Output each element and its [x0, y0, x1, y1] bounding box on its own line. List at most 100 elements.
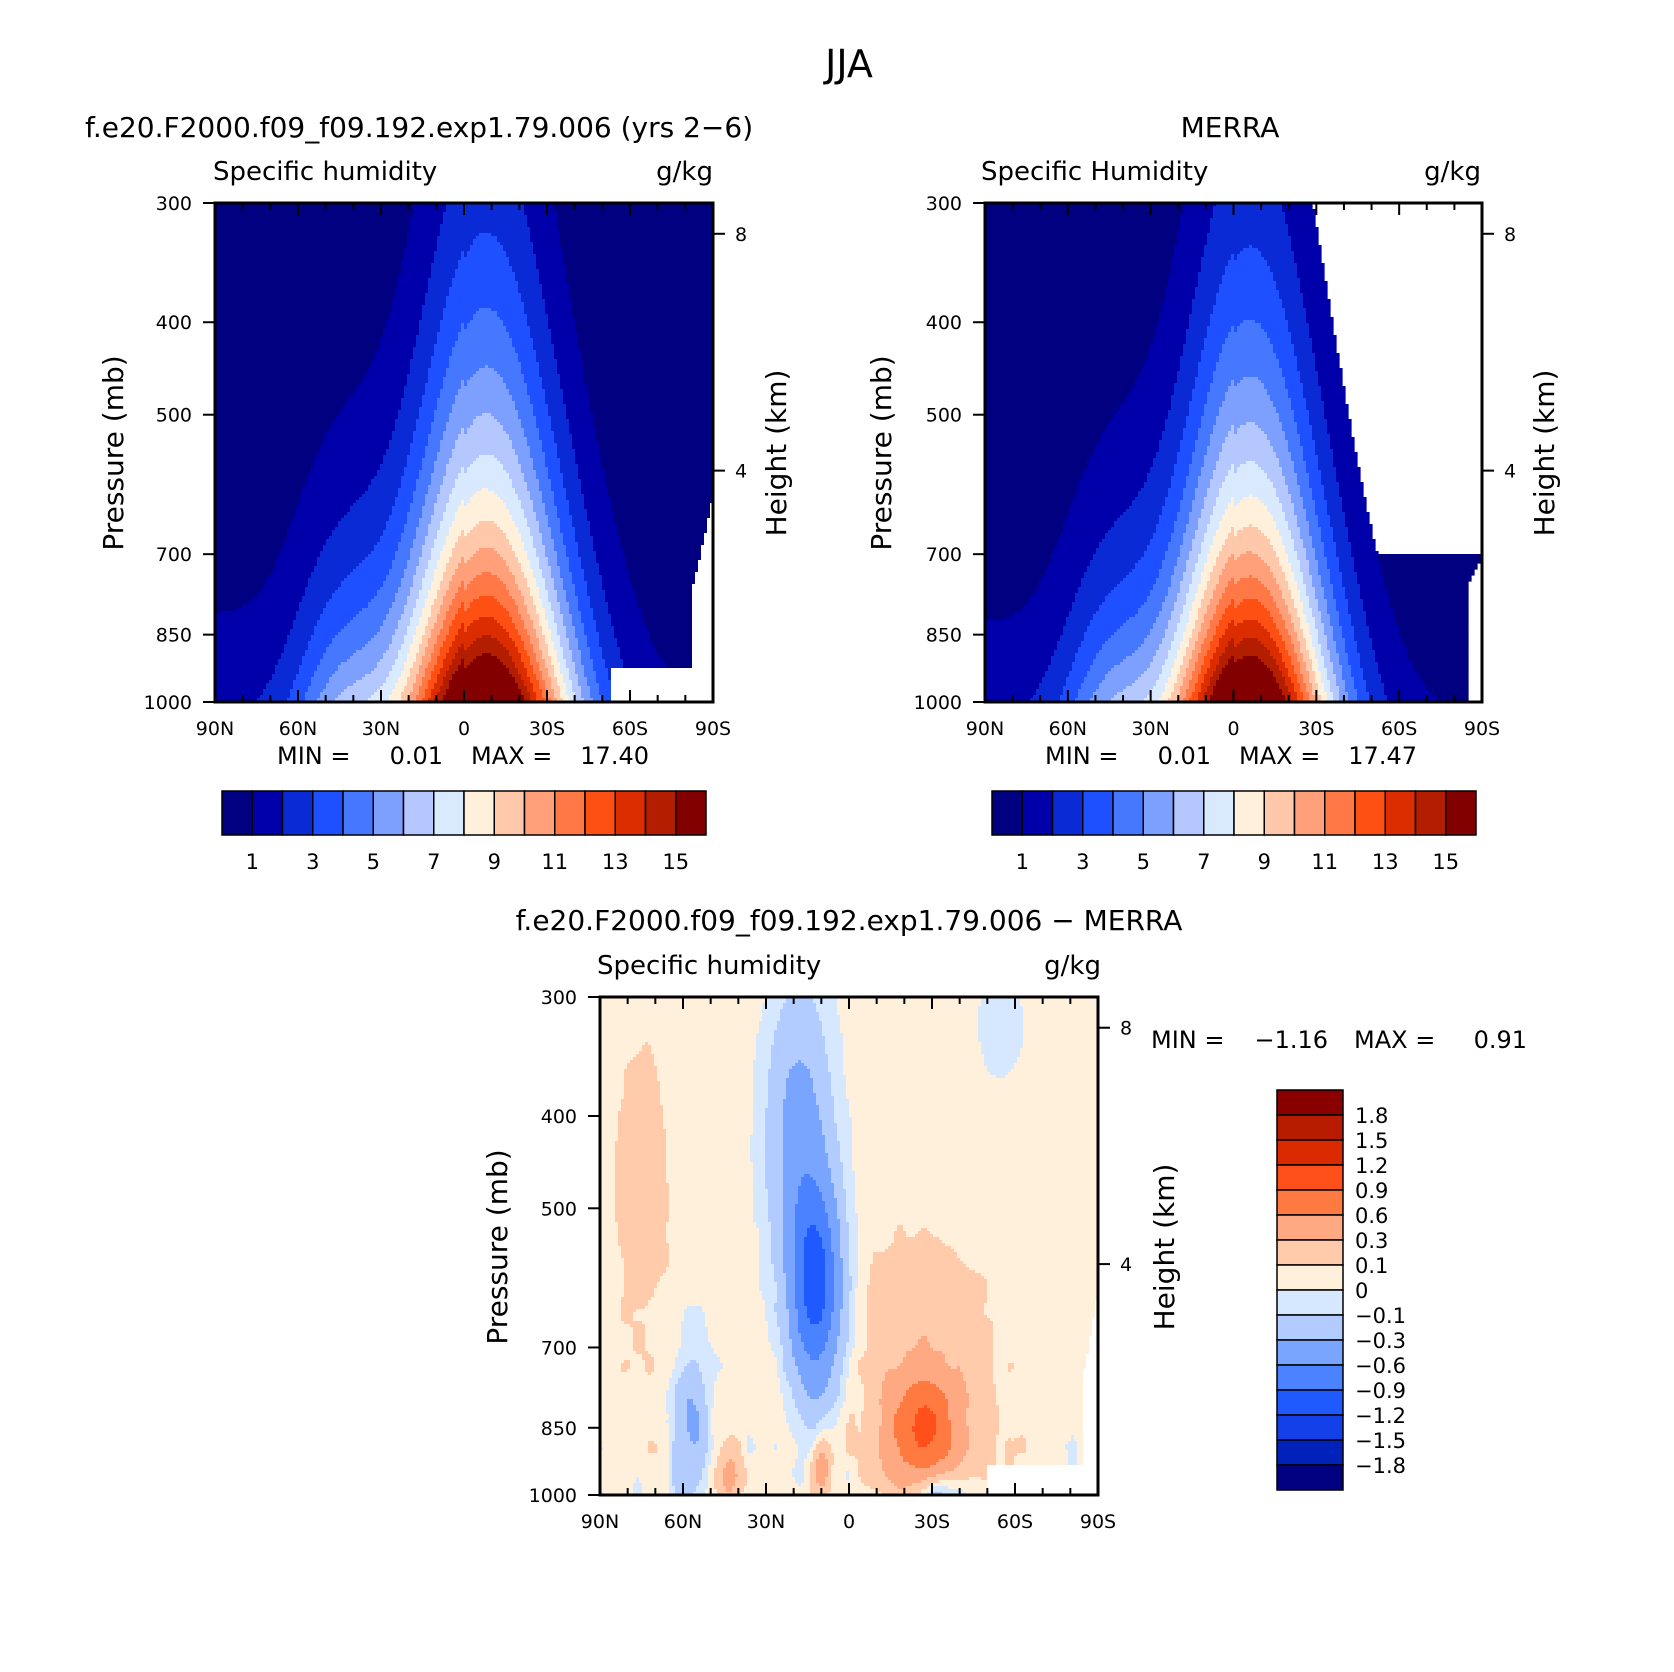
- panel-model-colorbar-swatch: [221, 790, 253, 836]
- panel-difference-contour-fill: [600, 997, 1098, 1495]
- panel-model-ylabel: Pressure (mb): [97, 355, 130, 550]
- panel-merra-ytick-label: 1000: [914, 692, 962, 714]
- panel-difference-colorbar-label: −0.6: [1355, 1354, 1406, 1378]
- panel-merra-colorbar-swatch: [1021, 790, 1054, 836]
- panel-merra-colorbar-swatch: [1414, 790, 1447, 836]
- panel-model-colorbar-swatch: [463, 790, 495, 836]
- panel-merra-colorbar-swatch: [1051, 790, 1084, 836]
- panel-difference-colorbar-label: −0.3: [1355, 1329, 1406, 1353]
- panel-difference-xtick-label: 60N: [664, 1511, 702, 1533]
- panel-model-xtick-label: 90S: [695, 718, 731, 740]
- panel-difference-colorbar-label: 0.1: [1355, 1254, 1388, 1278]
- panel-difference-height-tick-label: 8: [1120, 1018, 1132, 1040]
- panel-difference-colorbar-swatch: [1276, 1214, 1344, 1241]
- panel-model-xtick-label: 30S: [529, 718, 565, 740]
- panel-merra-colorbar-swatch: [1445, 790, 1477, 836]
- panel-model-colorbar-label: 11: [541, 850, 568, 874]
- panel-merra-colorbar-swatch: [1112, 790, 1144, 836]
- panel-difference-units-label: g/kg: [1044, 951, 1101, 981]
- panel-model-ytick-label: 1000: [144, 692, 192, 714]
- panel-merra-units-label: g/kg: [1424, 157, 1481, 187]
- panel-difference-colorbar-swatch: [1276, 1439, 1344, 1466]
- panel-merra-ytick-label: 300: [926, 193, 962, 215]
- panel-model-colorbar-swatch: [493, 790, 526, 836]
- panel-merra-colorbar-swatch: [1384, 790, 1417, 836]
- panel-difference-max-value: 0.91: [1474, 1026, 1527, 1054]
- panel-difference-max-label: MAX =: [1354, 1026, 1435, 1054]
- panel-merra-max-value: 17.47: [1348, 742, 1417, 770]
- panel-model-colorbar-swatch: [644, 790, 677, 836]
- panel-merra-xtick-label: 90N: [966, 718, 1004, 740]
- panel-model-colorbar-swatch: [554, 790, 586, 836]
- panel-merra-colorbar-swatch: [1324, 790, 1356, 836]
- panel-model-colorbar-swatch: [402, 790, 435, 836]
- panel-difference-colorbar-label: 0.3: [1355, 1229, 1388, 1253]
- panel-difference-xtick-label: 60S: [997, 1511, 1033, 1533]
- panel-difference-xtick-label: 30S: [914, 1511, 950, 1533]
- panel-model-xtick-label: 60S: [612, 718, 648, 740]
- panel-model-ylabel-right: Height (km): [760, 370, 793, 537]
- panel-merra-colorbar-swatch: [1172, 790, 1205, 836]
- panel-model-height-tick-label: 4: [735, 461, 747, 483]
- panel-difference: f.e20.F2000.f09_f09.192.exp1.79.006 − ME…: [481, 904, 1527, 1533]
- panel-merra-variable-label: Specific Humidity: [981, 157, 1208, 187]
- panel-model-colorbar-swatch: [675, 790, 707, 836]
- panel-difference-colorbar-swatch: [1276, 1464, 1344, 1491]
- panel-model-max-label: MAX =: [471, 742, 552, 770]
- panel-difference-colorbar-swatch: [1276, 1339, 1344, 1366]
- panel-difference-colorbar-swatch: [1276, 1314, 1344, 1341]
- panel-model-variable-label: Specific humidity: [213, 157, 437, 187]
- panel-merra-colorbar-swatch: [1082, 790, 1114, 836]
- panel-difference-ytick-label: 700: [541, 1337, 577, 1359]
- panel-merra-ylabel-right: Height (km): [1528, 370, 1561, 537]
- panel-merra-colorbar-swatch: [1233, 790, 1265, 836]
- panel-difference-ytick-label: 850: [541, 1418, 577, 1440]
- panel-difference-colorbar-label: 0.9: [1355, 1179, 1388, 1203]
- panel-difference-colorbar-label: −1.8: [1355, 1454, 1406, 1478]
- panel-merra-ytick-label: 400: [926, 312, 962, 334]
- panel-merra-title: MERRA: [1181, 111, 1280, 144]
- panel-difference-height-tick-label: 4: [1120, 1254, 1132, 1276]
- panel-merra-min-label: MIN =: [1045, 742, 1118, 770]
- panel-merra-colorbar-swatch: [1263, 790, 1296, 836]
- panel-model-xtick-label: 60N: [279, 718, 317, 740]
- panel-merra-colorbar: 1 3 5 7 9 11 13 15: [991, 790, 1477, 874]
- panel-merra-plot-area: 90N 60N 30N 0 30S 60S 90S 300 400 500 700 850 1000 8 4: [914, 193, 1516, 740]
- panel-model-xtick-label: 90N: [196, 718, 234, 740]
- panel-merra-ytick-label: 850: [926, 625, 962, 647]
- panel-merra-colorbar-swatch: [1354, 790, 1386, 836]
- panel-merra-ylabel: Pressure (mb): [865, 355, 898, 550]
- panel-merra-xtick-label: 30N: [1131, 718, 1169, 740]
- panel-difference-title: f.e20.F2000.f09_f09.192.exp1.79.006 − ME…: [516, 904, 1183, 937]
- panel-difference-plot-area: 90N 60N 30N 0 30S 60S 90S 300 400 500 700 850 1000 8 4: [529, 987, 1132, 1533]
- panel-merra-colorbar-label: 5: [1137, 850, 1150, 874]
- panel-merra-colorbar-swatch: [1203, 790, 1235, 836]
- panel-model-height-tick-label: 8: [735, 224, 747, 246]
- panel-model-colorbar-swatch: [523, 790, 556, 836]
- panel-merra-colorbar-label: 13: [1372, 850, 1399, 874]
- panel-model-colorbar-label: 7: [427, 850, 440, 874]
- panel-merra-colorbar-swatch: [991, 790, 1023, 836]
- panel-model-colorbar-swatch: [372, 790, 405, 836]
- panel-merra-colorbar-label: 7: [1197, 850, 1210, 874]
- panel-model-units-label: g/kg: [656, 157, 713, 187]
- panel-difference-ylabel: Pressure (mb): [481, 1149, 514, 1344]
- panel-model-min-label: MIN =: [277, 742, 350, 770]
- panel-model-colorbar-label: 9: [488, 850, 501, 874]
- panel-model-colorbar-swatch: [433, 790, 465, 836]
- panel-merra-min-value: 0.01: [1158, 742, 1211, 770]
- panel-difference-colorbar: 1.81.51.20.90.60.30.10−0.1−0.3−0.6−0.9−1…: [1276, 1089, 1406, 1491]
- panel-merra: MERRA Specific Humidity g/kg 90N 60N 30N 0 3…: [865, 111, 1561, 874]
- panel-difference-colorbar-swatch: [1276, 1089, 1344, 1116]
- panel-model-ytick-label: 850: [156, 625, 192, 647]
- panel-model: f.e20.F2000.f09_f09.192.exp1.79.006 (yrs…: [85, 111, 793, 874]
- panel-difference-colorbar-swatch: [1276, 1114, 1344, 1141]
- panel-model-colorbar-label: 5: [367, 850, 380, 874]
- panel-difference-ytick-label: 300: [541, 987, 577, 1009]
- panel-merra-xtick-label: 60N: [1049, 718, 1087, 740]
- panel-merra-xtick-label: 60S: [1381, 718, 1417, 740]
- panel-merra-xtick-label: 90S: [1464, 718, 1500, 740]
- panel-merra-colorbar-label: 3: [1076, 850, 1089, 874]
- panel-model-ytick-label: 700: [156, 544, 192, 566]
